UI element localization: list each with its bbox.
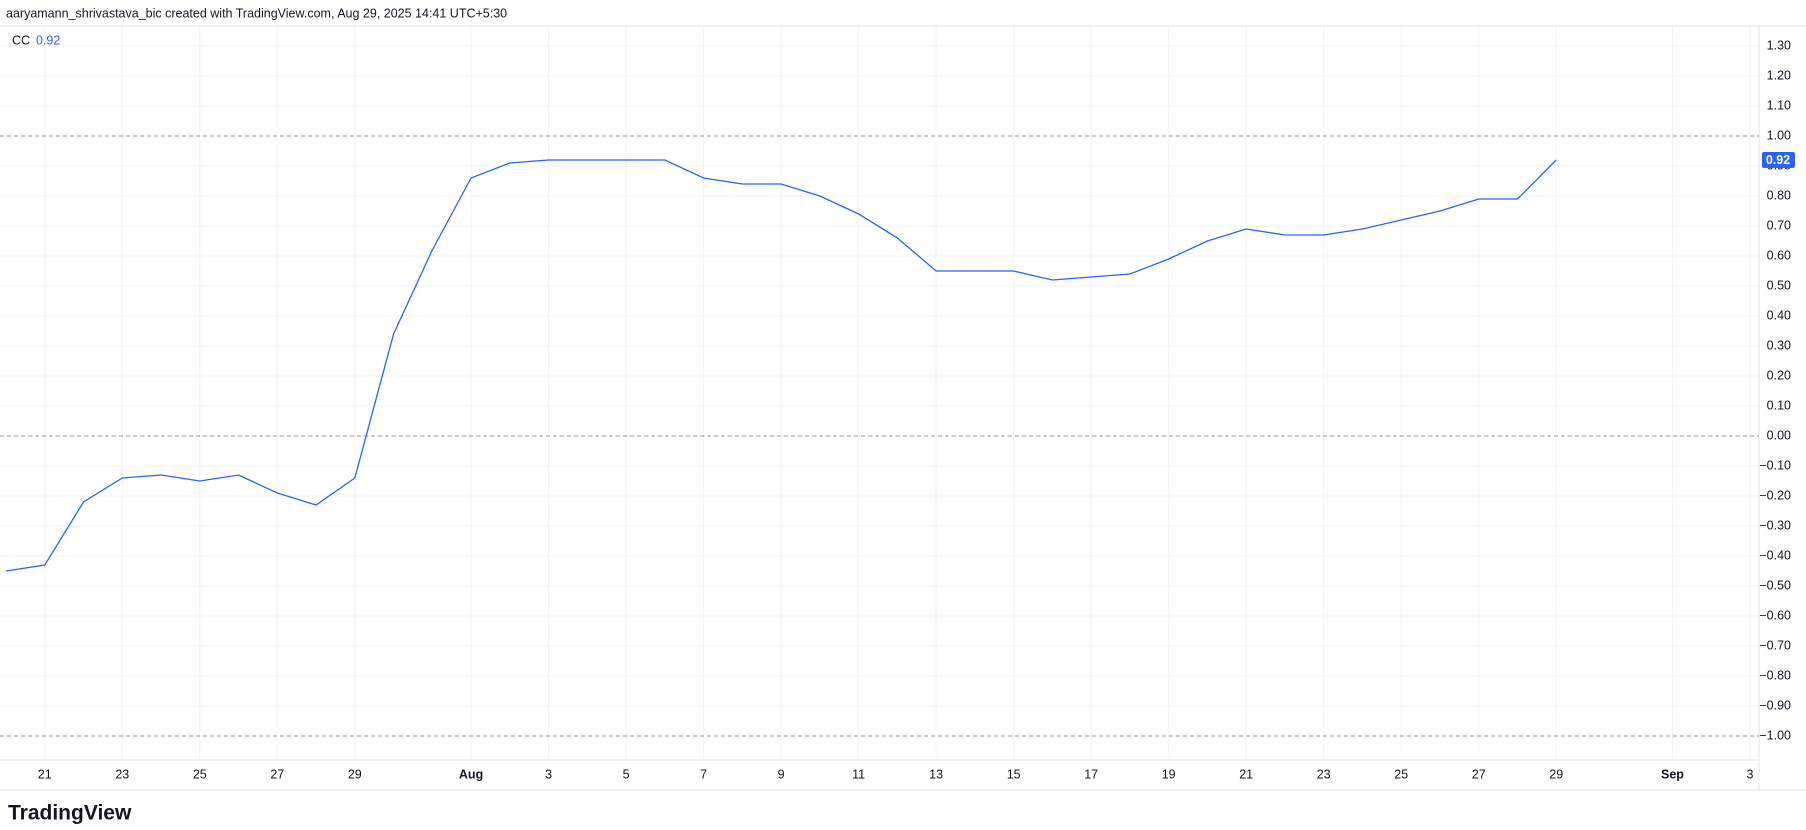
y-tick-label: −0.80 [1759, 668, 1791, 682]
x-tick-label: 17 [1084, 767, 1098, 781]
y-tick-label: 0.60 [1767, 248, 1791, 262]
y-tick-label: 1.30 [1767, 38, 1791, 52]
y-tick-label: 0.10 [1767, 398, 1791, 412]
y-tick-label: 0.40 [1767, 308, 1791, 322]
x-tick-label: Aug [459, 767, 483, 781]
y-tick-label: 0.70 [1767, 218, 1791, 232]
x-tick-label: 7 [700, 767, 707, 781]
x-tick-label: 21 [1239, 767, 1253, 781]
logo: TradingView [8, 802, 132, 825]
x-tick-label: 29 [1549, 767, 1563, 781]
x-tick-label: 15 [1007, 767, 1021, 781]
y-tick-label: 0.30 [1767, 338, 1791, 352]
y-tick-label: 0.80 [1767, 188, 1791, 202]
series-line [5, 159, 1557, 572]
y-tick-label: 0.20 [1767, 368, 1791, 382]
y-tick-label: −0.30 [1759, 518, 1791, 532]
y-tick-label: −1.00 [1759, 728, 1791, 742]
y-tick-label: −0.60 [1759, 608, 1791, 622]
x-tick-label: 27 [270, 767, 284, 781]
y-tick-label: −0.50 [1759, 578, 1791, 592]
x-tick-label: 19 [1162, 767, 1176, 781]
y-tick-label: −0.70 [1759, 638, 1791, 652]
y-tick-label: 1.20 [1767, 68, 1791, 82]
y-tick-label: 0.50 [1767, 278, 1791, 292]
x-tick-label: 3 [545, 767, 552, 781]
x-tick-label: 25 [193, 767, 207, 781]
x-tick-label: 29 [348, 767, 362, 781]
y-tick-label: −0.40 [1759, 548, 1791, 562]
x-tick-label: 11 [852, 767, 865, 781]
x-tick-label: Sep [1661, 767, 1684, 781]
x-tick-label: 5 [623, 767, 630, 781]
y-tick-label: −0.20 [1759, 488, 1791, 502]
y-tick-label: 1.00 [1767, 128, 1791, 142]
x-tick-label: 3 [1747, 767, 1754, 781]
attribution: aaryamann_shrivastava_bic created with T… [6, 6, 507, 20]
y-tick-label: 0.00 [1767, 428, 1791, 442]
x-tick-label: 21 [38, 767, 52, 781]
last-value-label: 0.92 [1766, 153, 1790, 167]
y-tick-label: 1.10 [1767, 98, 1791, 112]
legend-name: CC [12, 33, 30, 47]
last-value-badge [1762, 152, 1795, 168]
y-tick-label: −0.10 [1759, 458, 1791, 472]
legend-value: 0.92 [36, 33, 60, 47]
x-tick-label: 25 [1394, 767, 1408, 781]
x-tick-label: 13 [929, 767, 943, 781]
y-tick-label: −0.90 [1759, 698, 1791, 712]
grid [0, 26, 1759, 760]
x-tick-label: 23 [115, 767, 129, 781]
x-tick-label: 9 [778, 767, 785, 781]
x-tick-label: 23 [1317, 767, 1331, 781]
x-tick-label: 27 [1472, 767, 1486, 781]
